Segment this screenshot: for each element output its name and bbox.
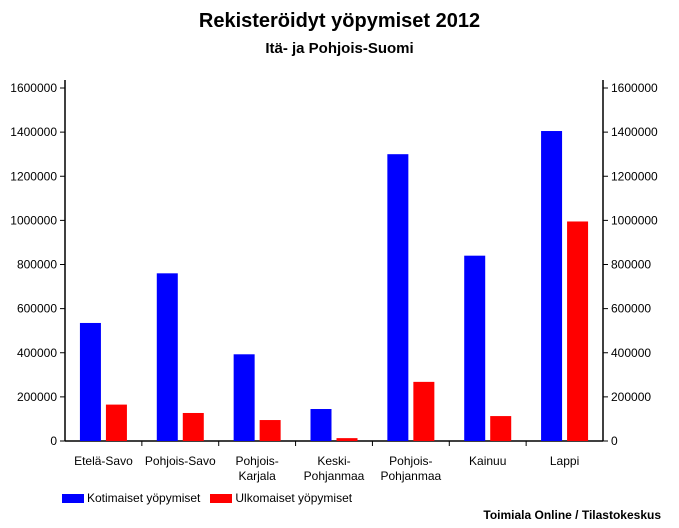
legend-swatch-domestic xyxy=(62,493,84,503)
y-tick-label-right: 1600000 xyxy=(611,81,658,95)
y-tick-label-right: 600000 xyxy=(611,302,651,316)
y-tick-label-right: 800000 xyxy=(611,258,651,272)
y-tick-label-right: 1400000 xyxy=(611,125,658,139)
y-tick-label-left: 0 xyxy=(50,434,57,448)
x-tick-label: Karjala xyxy=(238,469,276,483)
bar-domestic xyxy=(387,154,409,441)
bar-domestic xyxy=(79,322,101,441)
legend-item-domestic: Kotimaiset yöpymiset xyxy=(62,491,200,505)
x-tick-label: Pohjois-Savo xyxy=(145,454,216,468)
y-tick-label-right: 1000000 xyxy=(611,213,658,227)
x-tick-label: Kainuu xyxy=(469,454,506,468)
bar-foreign xyxy=(567,221,589,441)
y-tick-label-left: 1600000 xyxy=(10,81,57,95)
x-tick-label: Pohjanmaa xyxy=(380,469,441,483)
y-tick-label-right: 400000 xyxy=(611,346,651,360)
chart-title: Rekisteröidyt yöpymiset 2012 xyxy=(198,10,481,32)
source-credit: Toimiala Online / Tilastokeskus xyxy=(483,508,661,522)
bar-foreign xyxy=(413,381,435,441)
x-tick-label: Pohjanmaa xyxy=(304,469,365,483)
bar-foreign xyxy=(490,416,512,441)
y-tick-label-left: 400000 xyxy=(17,346,57,360)
y-tick-label-left: 600000 xyxy=(17,302,57,316)
legend-label-foreign: Ulkomaiset yöpymiset xyxy=(235,491,353,505)
y-tick-label-left: 1000000 xyxy=(10,213,57,227)
x-tick-label: Pohjois- xyxy=(235,454,278,468)
y-tick-label-left: 1200000 xyxy=(10,169,57,183)
chart-subtitle: Itä- ja Pohjois-Suomi xyxy=(265,40,414,57)
y-tick-label-right: 1200000 xyxy=(611,169,658,183)
bar-domestic xyxy=(156,273,178,441)
bar-domestic xyxy=(233,354,255,441)
bar-domestic xyxy=(464,255,486,441)
y-tick-label-left: 200000 xyxy=(17,390,57,404)
legend-swatch-foreign xyxy=(210,493,233,503)
bar-foreign xyxy=(105,404,127,441)
x-tick-label: Lappi xyxy=(550,454,579,468)
bar-foreign xyxy=(182,412,204,441)
bar-foreign xyxy=(259,420,281,441)
chart-legend: Kotimaiset yöpymiset Ulkomaiset yöpymise… xyxy=(62,491,362,505)
y-tick-label-left: 1400000 xyxy=(10,125,57,139)
y-tick-label-left: 800000 xyxy=(17,258,57,272)
x-tick-label: Etelä-Savo xyxy=(74,454,133,468)
legend-label-domestic: Kotimaiset yöpymiset xyxy=(87,491,201,505)
legend-item-foreign: Ulkomaiset yöpymiset xyxy=(210,491,352,505)
bar-domestic xyxy=(541,131,563,441)
y-tick-label-right: 200000 xyxy=(611,390,651,404)
x-tick-label: Keski- xyxy=(317,454,350,468)
bar-domestic xyxy=(310,409,332,441)
x-tick-label: Pohjois- xyxy=(389,454,432,468)
y-tick-label-right: 0 xyxy=(611,434,618,448)
bar-foreign xyxy=(336,438,358,441)
